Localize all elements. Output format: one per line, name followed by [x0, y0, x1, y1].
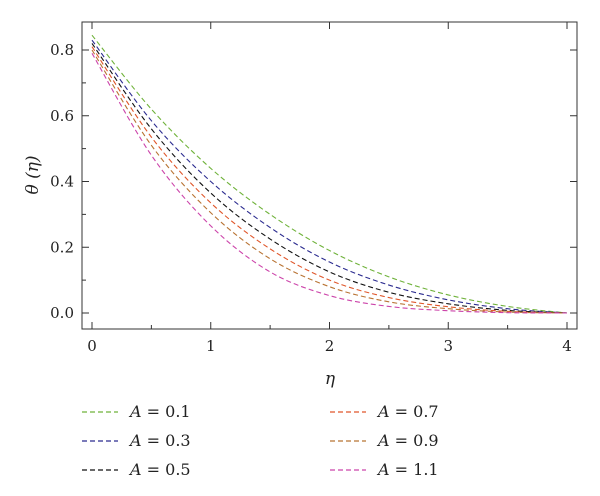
y-tick-label: 0.2	[50, 238, 74, 256]
series-line-3	[91, 43, 568, 314]
x-tick-label: 3	[443, 337, 453, 355]
plot-frame	[81, 21, 578, 330]
legend-item: A = 0.9	[330, 431, 439, 450]
series-line-1	[91, 34, 568, 314]
y-tick-label: 0.6	[50, 107, 74, 125]
x-axis-label: η	[325, 369, 336, 389]
legend-item: A = 0.7	[330, 402, 439, 421]
legend-label: A = 0.9	[376, 431, 439, 450]
series-lines	[91, 34, 568, 314]
series-line-2	[91, 39, 568, 314]
y-tick-label: 0.4	[50, 173, 74, 191]
legend-label: A = 0.1	[128, 402, 191, 421]
legend-label: A = 0.5	[128, 460, 191, 479]
legend: A = 0.1 A = 0.3 A = 0.5 A = 0.7 A = 0.9 A = 1…	[82, 402, 439, 479]
x-tick-label: 4	[562, 337, 572, 355]
series-line-6	[91, 53, 568, 314]
y-tick-label: 0.0	[50, 304, 74, 322]
legend-item: A = 0.1	[82, 402, 191, 421]
legend-label: A = 1.1	[376, 460, 439, 479]
legend-item: A = 0.3	[82, 431, 191, 450]
legend-item: A = 0.5	[82, 460, 191, 479]
y-tick-label: 0.8	[50, 41, 74, 59]
x-tick-label: 1	[206, 337, 216, 355]
legend-item: A = 1.1	[330, 460, 439, 479]
series-line-4	[91, 46, 568, 314]
legend-label: A = 0.3	[128, 431, 191, 450]
legend-label: A = 0.7	[376, 402, 439, 421]
series-line-5	[91, 49, 568, 314]
x-tick-label: 2	[325, 337, 335, 355]
axis-ticks: 0 1 2 3 4 0.0 0.2 0.4 0.6 0.8	[50, 22, 577, 355]
y-axis-label: θ (η)	[23, 155, 43, 194]
x-tick-label: 0	[87, 337, 97, 355]
